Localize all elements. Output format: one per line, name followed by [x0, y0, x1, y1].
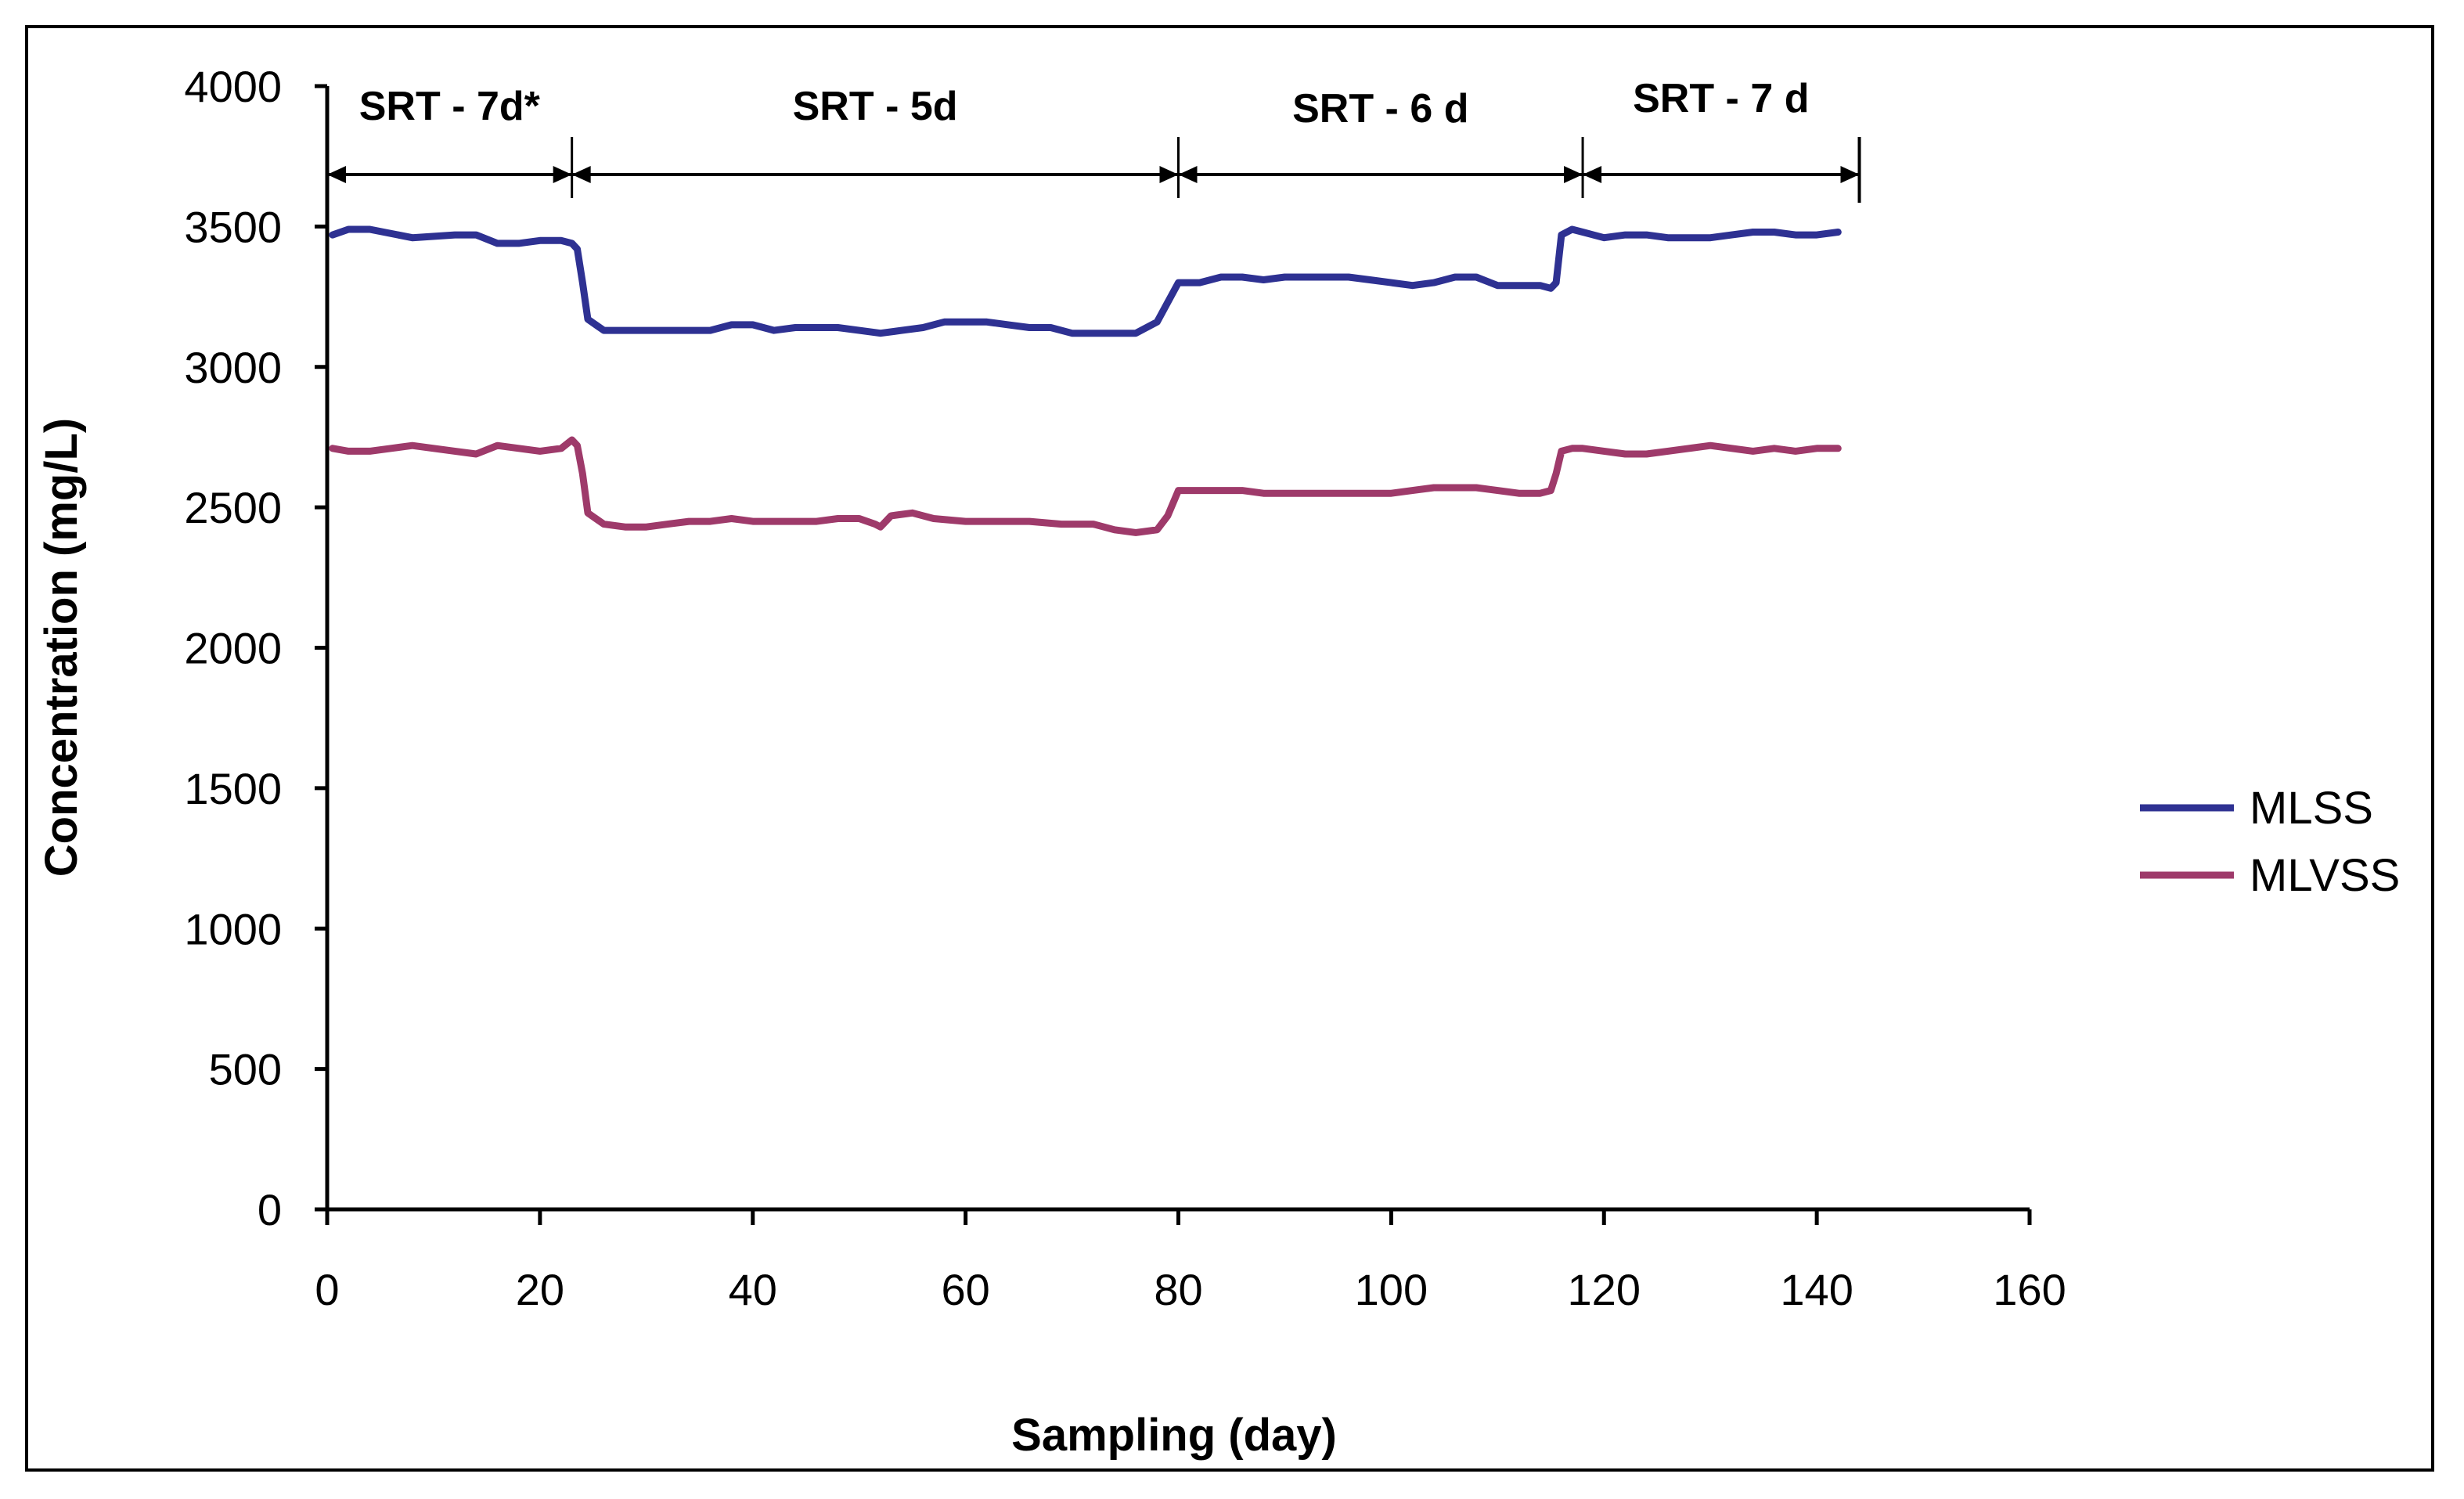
y-tick-label: 1000 [184, 904, 282, 953]
period-label: SRT - 5d [793, 84, 958, 129]
period-arrowhead-left [571, 166, 591, 183]
x-tick-label: 140 [1780, 1265, 1853, 1314]
x-tick-label: 60 [941, 1265, 989, 1314]
legend-label-mlvss: MLVSS [2250, 850, 2400, 901]
period-arrowhead-left [327, 166, 346, 183]
period-arrowhead-right [1840, 166, 1860, 183]
x-ticks: 0 20 40 60 80 100 120 140 160 [315, 1209, 2066, 1314]
period-arrowhead-left [1583, 166, 1602, 183]
period-arrowhead-right [1564, 166, 1583, 183]
series-lines [329, 225, 1842, 536]
y-tick-label: 4000 [184, 62, 282, 111]
period-label: SRT - 7d* [359, 84, 541, 129]
legend: MLSS MLVSS [2140, 783, 2400, 901]
series-line-mlss [329, 225, 1842, 337]
x-tick-label: 0 [315, 1265, 339, 1314]
legend-label-mlss: MLSS [2250, 783, 2373, 834]
y-axis-title: Concentration (mg/L) [36, 418, 87, 877]
y-tick-label: 500 [209, 1045, 282, 1094]
period-arrowhead-left [1178, 166, 1198, 183]
x-axis-title: Sampling (day) [1011, 1410, 1337, 1461]
chart-frame [25, 25, 2434, 1472]
y-tick-label: 3000 [184, 343, 282, 392]
x-tick-label: 40 [729, 1265, 777, 1314]
y-tick-label: 2000 [184, 624, 282, 673]
period-label: SRT - 7 d [1633, 76, 1809, 121]
y-ticks: 0 500 1000 1500 2000 2500 3000 3500 4000 [184, 62, 327, 1234]
x-tick-label: 100 [1355, 1265, 1428, 1314]
series-line-mlvss [329, 436, 1842, 536]
y-tick-label: 1500 [184, 764, 282, 813]
period-arrowhead-right [553, 166, 572, 183]
x-tick-label: 80 [1154, 1265, 1202, 1314]
y-tick-label: 3500 [184, 202, 282, 251]
x-tick-label: 120 [1568, 1265, 1641, 1314]
y-tick-label: 0 [258, 1185, 282, 1234]
y-tick-label: 2500 [184, 483, 282, 532]
period-arrowhead-right [1159, 166, 1179, 183]
srt-periods: SRT - 7d* SRT - 5d SRT - 6 d SRT - 7 d [327, 76, 1861, 203]
x-tick-label: 20 [516, 1265, 564, 1314]
period-label: SRT - 6 d [1292, 86, 1468, 132]
x-tick-label: 160 [1993, 1265, 2066, 1314]
